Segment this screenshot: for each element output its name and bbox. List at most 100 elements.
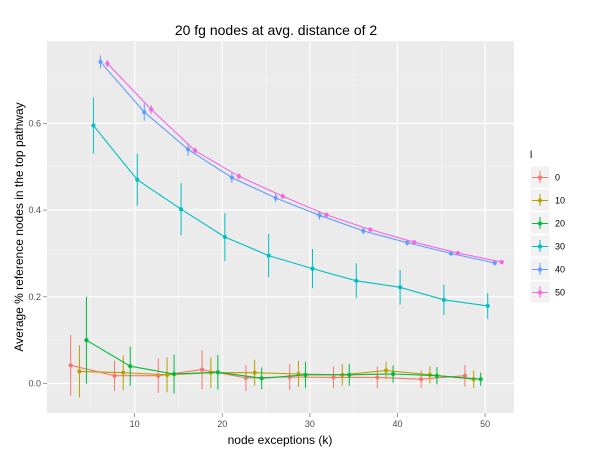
series-line [99,61,495,264]
series-20 [84,296,483,394]
legend-item-50: 50 [529,280,565,304]
data-point [462,373,468,378]
data-point [324,212,329,217]
data-point [98,59,103,64]
legend-label: 0 [555,173,560,183]
data-point [383,368,389,373]
series-line [107,63,502,263]
series-30 [91,97,490,319]
data-point [171,371,177,377]
data-point [192,148,198,153]
y-tick-label: 0.6 [28,118,41,128]
legend-key-point [537,267,543,272]
data-point [368,227,373,232]
data-point [485,303,490,309]
data-point [390,371,396,377]
x-axis-title: node exceptions (k) [228,433,333,447]
series-layer [68,55,504,398]
data-point [434,373,439,378]
y-tick-label: 0.2 [28,292,41,302]
data-point [405,240,410,245]
data-point [419,377,424,382]
x-tick-label: 10 [130,419,140,429]
data-point [273,195,278,201]
data-point [121,370,126,375]
data-point [84,338,89,343]
data-point [105,61,110,66]
data-point [77,369,82,374]
y-axis-title: Average % reference nodes in the top pat… [12,102,26,351]
legend-item-10: 10 [529,188,565,212]
data-point [243,375,248,380]
data-point [478,377,483,382]
x-axis: 10 20 30 40 50 [130,413,490,429]
data-point [142,110,147,115]
data-point [112,373,117,378]
data-point [347,372,352,377]
data-point [199,367,205,372]
series-line [86,339,481,380]
data-point [310,266,315,271]
y-axis: 0.0 0.2 0.4 0.6 [28,118,47,389]
plot-panel [47,41,514,413]
data-point [412,240,417,245]
data-point [215,370,220,375]
data-point [448,251,454,256]
data-point [128,364,133,369]
data-point [266,253,271,258]
data-point [259,376,264,381]
legend-item-0: 0 [529,165,560,189]
series-40 [98,55,497,266]
data-point [397,285,403,290]
data-point [303,372,308,377]
data-point [149,107,154,112]
series-line [79,369,474,380]
data-point [361,228,366,234]
series-line [92,125,488,307]
data-point [280,194,285,199]
grid-minor [47,41,514,413]
data-point [91,123,96,128]
grid-major [47,41,514,413]
legend-label: 50 [555,288,565,298]
legend-label: 40 [555,265,565,275]
data-point [222,234,227,240]
legend-item-20: 20 [529,211,565,235]
data-point [229,175,234,180]
data-point [252,370,257,375]
y-tick-label: 0.4 [28,205,41,215]
data-point [185,147,191,152]
legend-key-point [537,221,543,226]
legend-key-point [537,198,543,203]
legend-key-point [537,290,543,295]
data-point [354,278,359,283]
data-point [178,207,184,212]
legend-label: 30 [555,242,565,252]
legend: l 0 10 20 30 40 50 [529,150,565,304]
legend-item-30: 30 [529,234,565,258]
series-10 [77,345,476,398]
legend-title: l [530,150,532,161]
data-point [492,260,497,266]
legend-item-40: 40 [529,257,565,281]
data-point [331,375,336,380]
legend-label: 20 [555,219,565,229]
legend-key-point [537,244,543,249]
data-point [135,177,140,182]
data-point [441,297,447,302]
data-point [375,375,380,380]
x-tick-label: 20 [217,419,227,429]
series-50 [105,60,504,265]
chart-title: 20 fg nodes at avg. distance of 2 [175,22,378,38]
y-tick-label: 0.0 [28,379,41,389]
data-point [317,213,322,218]
x-tick-label: 30 [305,419,315,429]
legend-label: 10 [555,196,565,206]
data-point [499,260,504,265]
x-tick-label: 40 [392,419,402,429]
data-point [68,363,73,368]
data-point [164,372,170,377]
x-tick-label: 50 [480,419,490,429]
data-point [455,250,461,256]
